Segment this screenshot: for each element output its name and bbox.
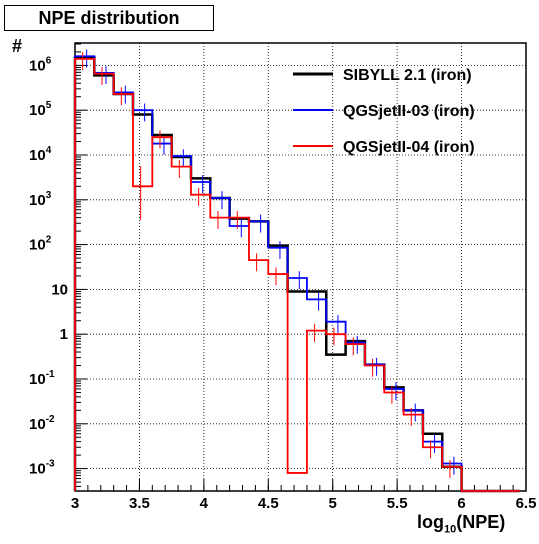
y-tick-label: 1 [60, 326, 68, 343]
x-tick-label: 5.5 [387, 495, 408, 512]
x-tick-label: 4.5 [258, 495, 279, 512]
axis-ticks: 3 3.5 4 4.5 5 5.5 6 6.5 10-3 10-2 10-1 1 10 102 103 104… [29, 43, 537, 512]
y-tick-label: 105 [29, 100, 52, 119]
series-step-line [74, 55, 520, 492]
y-tick-label: 10-1 [29, 369, 55, 388]
y-tick-label: 10 [51, 281, 68, 298]
x-tick-label: 4 [200, 495, 209, 512]
x-tick-label: 5 [329, 495, 337, 512]
y-tick-label: 10-2 [29, 414, 55, 433]
x-tick-label: 6.5 [516, 495, 537, 512]
series-step-line [73, 56, 520, 493]
y-tick-label: 103 [29, 190, 52, 209]
x-tick-label: 3 [71, 495, 79, 512]
y-tick-label: 102 [29, 235, 52, 254]
legend-entry-label: QGSjetII-03 (iron) [343, 103, 475, 120]
legend: SIBYLL 2.1 (iron) QGSjetII-03 (iron) QGSje… [293, 67, 475, 156]
chart-title: NPE distribution [4, 5, 214, 31]
legend-entry-label: SIBYLL 2.1 (iron) [343, 67, 472, 84]
y-tick-label: 104 [29, 145, 52, 164]
x-axis-label-sub: 10 [444, 523, 457, 536]
y-tick-label: 10-3 [29, 459, 55, 478]
y-axis-label: # [12, 36, 23, 56]
x-tick-label: 6 [457, 495, 465, 512]
histogram-series [73, 49, 520, 493]
y-tick-label: 106 [29, 55, 52, 74]
legend-entry-label: QGSjetII-04 (iron) [343, 139, 475, 156]
x-axis-label-tail: (NPE) [456, 512, 506, 532]
x-tick-label: 3.5 [129, 495, 150, 512]
series-step-line [74, 57, 520, 492]
x-axis-label: log10(NPE) [417, 512, 505, 536]
x-axis-label-main: log [417, 512, 444, 532]
